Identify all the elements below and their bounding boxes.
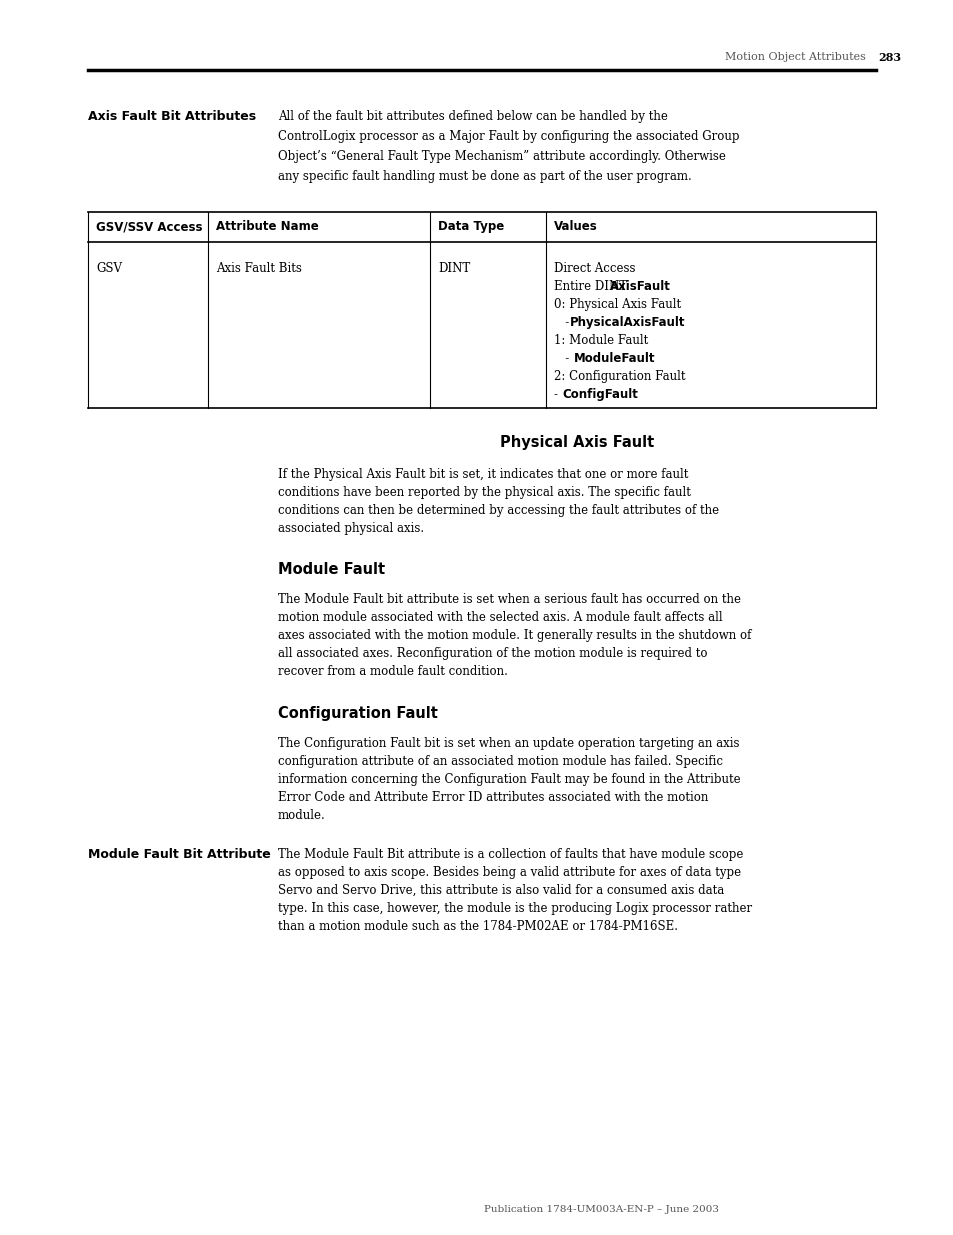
Text: motion module associated with the selected axis. A module fault affects all: motion module associated with the select… bbox=[277, 611, 721, 624]
Text: AxisFault: AxisFault bbox=[609, 280, 670, 293]
Text: DINT: DINT bbox=[437, 262, 470, 275]
Text: Module Fault: Module Fault bbox=[277, 562, 385, 577]
Text: all associated axes. Reconfiguration of the motion module is required to: all associated axes. Reconfiguration of … bbox=[277, 647, 707, 659]
Text: If the Physical Axis Fault bit is set, it indicates that one or more fault: If the Physical Axis Fault bit is set, i… bbox=[277, 468, 688, 480]
Text: -: - bbox=[554, 388, 561, 401]
Text: Data Type: Data Type bbox=[437, 220, 504, 233]
Text: Configuration Fault: Configuration Fault bbox=[277, 706, 437, 721]
Text: any specific fault handling must be done as part of the user program.: any specific fault handling must be done… bbox=[277, 170, 691, 183]
Text: -: - bbox=[554, 316, 569, 329]
Text: 1: Module Fault: 1: Module Fault bbox=[554, 333, 648, 347]
Text: The Configuration Fault bit is set when an update operation targeting an axis: The Configuration Fault bit is set when … bbox=[277, 737, 739, 750]
Text: PhysicalAxisFault: PhysicalAxisFault bbox=[569, 316, 685, 329]
Text: Error Code and Attribute Error ID attributes associated with the motion: Error Code and Attribute Error ID attrib… bbox=[277, 790, 708, 804]
Text: All of the fault bit attributes defined below can be handled by the: All of the fault bit attributes defined … bbox=[277, 110, 667, 124]
Text: Physical Axis Fault: Physical Axis Fault bbox=[499, 435, 654, 450]
Text: Axis Fault Bit Attributes: Axis Fault Bit Attributes bbox=[88, 110, 255, 124]
Text: than a motion module such as the 1784-PM02AE or 1784-PM16SE.: than a motion module such as the 1784-PM… bbox=[277, 920, 678, 932]
Text: type. In this case, however, the module is the producing Logix processor rather: type. In this case, however, the module … bbox=[277, 902, 751, 915]
Text: Object’s “General Fault Type Mechanism” attribute accordingly. Otherwise: Object’s “General Fault Type Mechanism” … bbox=[277, 149, 725, 163]
Text: Publication 1784-UM003A-EN-P – June 2003: Publication 1784-UM003A-EN-P – June 2003 bbox=[484, 1205, 719, 1214]
Text: recover from a module fault condition.: recover from a module fault condition. bbox=[277, 664, 507, 678]
Text: Direct Access: Direct Access bbox=[554, 262, 635, 275]
Text: Module Fault Bit Attribute: Module Fault Bit Attribute bbox=[88, 848, 271, 861]
Text: as opposed to axis scope. Besides being a valid attribute for axes of data type: as opposed to axis scope. Besides being … bbox=[277, 866, 740, 879]
Text: The Module Fault bit attribute is set when a serious fault has occurred on the: The Module Fault bit attribute is set wh… bbox=[277, 593, 740, 606]
Text: The Module Fault Bit attribute is a collection of faults that have module scope: The Module Fault Bit attribute is a coll… bbox=[277, 848, 742, 861]
Text: module.: module. bbox=[277, 809, 325, 823]
Text: 283: 283 bbox=[877, 52, 901, 63]
Text: ModuleFault: ModuleFault bbox=[574, 352, 655, 366]
Text: Attribute Name: Attribute Name bbox=[215, 220, 318, 233]
Text: ConfigFault: ConfigFault bbox=[561, 388, 638, 401]
Text: Values: Values bbox=[554, 220, 598, 233]
Text: Servo and Servo Drive, this attribute is also valid for a consumed axis data: Servo and Servo Drive, this attribute is… bbox=[277, 884, 723, 897]
Text: ControlLogix processor as a Major Fault by configuring the associated Group: ControlLogix processor as a Major Fault … bbox=[277, 130, 739, 143]
Text: configuration attribute of an associated motion module has failed. Specific: configuration attribute of an associated… bbox=[277, 755, 722, 768]
Text: information concerning the Configuration Fault may be found in the Attribute: information concerning the Configuration… bbox=[277, 773, 740, 785]
Text: conditions have been reported by the physical axis. The specific fault: conditions have been reported by the phy… bbox=[277, 487, 690, 499]
Text: 2: Configuration Fault: 2: Configuration Fault bbox=[554, 370, 685, 383]
Text: Entire DINT -: Entire DINT - bbox=[554, 280, 638, 293]
Text: axes associated with the motion module. It generally results in the shutdown of: axes associated with the motion module. … bbox=[277, 629, 751, 642]
Text: GSV: GSV bbox=[96, 262, 122, 275]
Text: associated physical axis.: associated physical axis. bbox=[277, 522, 424, 535]
Text: Axis Fault Bits: Axis Fault Bits bbox=[215, 262, 301, 275]
Text: 0: Physical Axis Fault: 0: Physical Axis Fault bbox=[554, 298, 680, 311]
Text: -: - bbox=[554, 352, 573, 366]
Text: conditions can then be determined by accessing the fault attributes of the: conditions can then be determined by acc… bbox=[277, 504, 719, 517]
Text: GSV/SSV Access: GSV/SSV Access bbox=[96, 220, 202, 233]
Text: Motion Object Attributes: Motion Object Attributes bbox=[724, 52, 875, 62]
